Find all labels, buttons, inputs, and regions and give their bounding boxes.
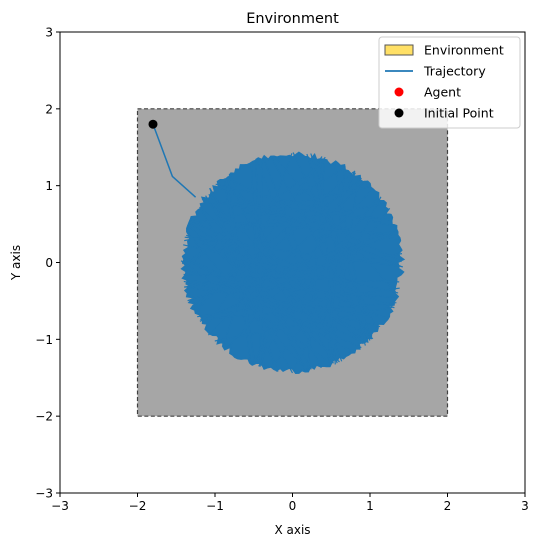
chart-title: Environment [246, 11, 339, 27]
y-tick-label: 0 [45, 256, 53, 270]
legend-swatch-environment [384, 44, 414, 56]
legend: Environment Trajectory Agent Initial Point [378, 36, 521, 129]
initial-point-marker [148, 119, 158, 129]
legend-label: Trajectory [423, 64, 486, 79]
legend-label: Environment [424, 43, 504, 58]
trajectory-approach-line [152, 123, 197, 198]
x-tick-label: 2 [444, 499, 452, 513]
x-axis-label: X axis [274, 523, 310, 537]
legend-label: Initial Point [424, 106, 494, 121]
legend-swatch-marker [394, 87, 404, 97]
x-tick-label: 0 [289, 499, 297, 513]
y-tick-label: 1 [45, 179, 53, 193]
x-tick-label: 3 [521, 499, 529, 513]
x-tick-label: −2 [129, 499, 147, 513]
y-tick-label: −3 [35, 487, 53, 501]
x-tick-label: −3 [51, 499, 69, 513]
y-axis-label: Y axis [9, 245, 23, 281]
y-tick-label: 3 [45, 26, 53, 40]
legend-swatch-marker [394, 108, 404, 118]
y-tick-label: −1 [35, 333, 53, 347]
y-tick-label: −2 [35, 410, 53, 424]
legend-box [378, 36, 521, 129]
trajectory-scribble [180, 152, 403, 374]
plot-area [136, 108, 449, 417]
y-tick-label: 2 [45, 102, 53, 116]
legend-label: Agent [424, 85, 461, 100]
x-tick-label: −1 [206, 499, 224, 513]
x-tick-label: 1 [366, 499, 374, 513]
axis-ticks: −3 −2 −1 0 1 2 3 −3 −2 −1 0 1 2 3 [35, 26, 529, 514]
